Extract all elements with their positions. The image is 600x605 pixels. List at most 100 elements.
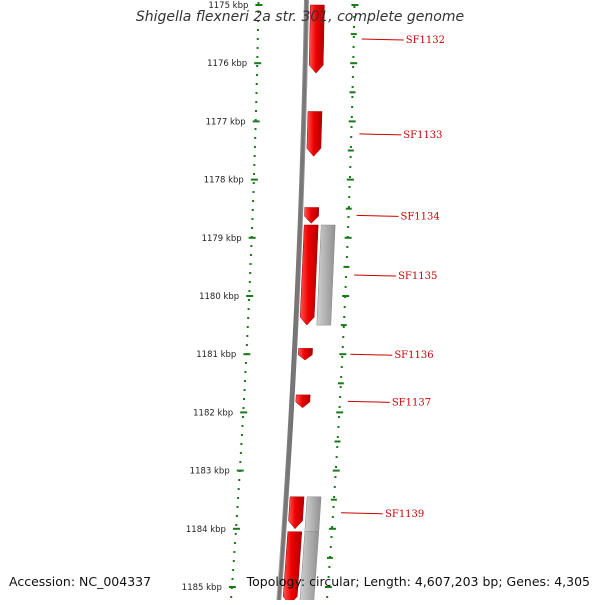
ruler-tick: [240, 411, 248, 414]
ruler-tick-label: 1181 kbp: [196, 350, 236, 360]
ruler-dot: [233, 551, 236, 553]
ruler-dot: [254, 137, 257, 139]
gene-feature[interactable]: [304, 207, 320, 224]
ruler-dot: [255, 110, 258, 112]
ruler-dot: [252, 182, 255, 184]
ruler-dot: [243, 389, 246, 391]
ruler-dot: [251, 209, 254, 211]
ruler-dot: [237, 497, 240, 499]
rna-feature[interactable]: [304, 496, 322, 532]
rna-feature[interactable]: [316, 224, 336, 326]
ruler-tick: [336, 411, 344, 414]
ruler-dot: [256, 56, 259, 58]
ruler-tick: [345, 207, 352, 210]
gene-label[interactable]: SF1139: [385, 509, 424, 520]
ruler-dot: [353, 26, 356, 28]
ruler-dot: [244, 362, 247, 364]
ruler-dot: [253, 173, 256, 175]
ruler-dot: [352, 66, 355, 68]
ruler-dot: [241, 416, 244, 418]
ruler-dot: [338, 406, 341, 408]
ruler-dot: [342, 326, 345, 328]
label-leader-line: [350, 353, 393, 356]
ruler-dot: [343, 316, 346, 318]
ruler-dot: [350, 126, 353, 128]
ruler-dot: [351, 86, 354, 88]
gene-feature[interactable]: [298, 348, 313, 361]
ruler-tick: [350, 33, 357, 36]
gene-label[interactable]: SF1135: [398, 271, 437, 282]
gene-feature[interactable]: [306, 111, 323, 157]
ruler-dot: [346, 246, 349, 248]
ruler-dot: [349, 166, 352, 168]
ruler-dot: [256, 65, 259, 67]
label-leader-line: [359, 133, 402, 136]
ruler-tick: [347, 149, 354, 152]
ruler-dot: [327, 576, 330, 578]
ruler-dot: [255, 92, 258, 94]
ruler-tick: [350, 62, 358, 65]
ruler-dot: [332, 506, 335, 508]
ruler-dot: [246, 326, 249, 328]
ruler-tick-label: 1182 kbp: [193, 408, 233, 418]
ruler-dot: [337, 426, 340, 428]
ruler-tick: [328, 527, 336, 530]
rna-feature[interactable]: [299, 531, 320, 605]
ruler-dot: [347, 206, 350, 208]
ruler-tick: [326, 556, 333, 559]
ruler-tick-label: 1184 kbp: [186, 525, 226, 535]
ruler-dot: [351, 96, 354, 98]
ruler-dot: [255, 83, 258, 85]
gene-feature[interactable]: [308, 4, 325, 74]
ruler-dot: [249, 254, 252, 256]
gene-label[interactable]: SF1136: [394, 350, 433, 361]
ruler-dot: [248, 299, 251, 301]
gene-feature[interactable]: [288, 496, 305, 530]
ruler-dot: [342, 336, 345, 338]
ruler-dot: [331, 516, 334, 518]
ruler: 1175 kbp 1176 kbp 1177 kbp 1178 kbp 1179 kbp…: [182, 1, 359, 598]
gene-label[interactable]: SF1133: [403, 130, 442, 141]
ruler-dot: [348, 186, 351, 188]
ruler-dot: [234, 542, 237, 544]
ruler-dot: [345, 256, 348, 258]
ruler-dot: [234, 533, 237, 535]
ruler-dot: [349, 156, 352, 158]
ruler-dot: [236, 506, 239, 508]
genome-title: Shigella flexneri 2a str. 301, complete …: [135, 9, 465, 25]
ruler-dot: [252, 200, 255, 202]
ruler-dot: [253, 164, 256, 166]
gene-feature[interactable]: [299, 224, 319, 326]
feature-track: [282, 4, 336, 605]
gene-feature[interactable]: [295, 394, 311, 409]
ruler-tick-label: 1180 kbp: [199, 292, 239, 302]
ruler-tick-label: 1176 kbp: [207, 59, 247, 69]
ruler-dot: [230, 596, 233, 598]
label-leader-line: [354, 274, 397, 277]
ruler-dot: [339, 386, 342, 388]
label-leader-line: [347, 400, 390, 403]
ruler-dot: [257, 11, 260, 13]
ruler-dot: [345, 276, 348, 278]
ruler-dot: [245, 344, 248, 346]
ruler-tick: [246, 295, 254, 297]
ruler-dot: [248, 281, 251, 283]
feature-labels: SF1132 SF1133 SF1134 SF1135 SF1136 SF1137 SF11…: [341, 35, 445, 520]
ruler-dot: [344, 286, 347, 288]
ruler-dot: [340, 376, 343, 378]
ruler-tick: [232, 527, 240, 530]
ruler-tick: [332, 469, 340, 472]
ruler-tick: [339, 353, 347, 356]
ruler-dot: [239, 452, 242, 454]
ruler-dot: [247, 317, 250, 319]
ruler-dot: [232, 569, 235, 571]
ruler-tick: [349, 91, 356, 94]
ruler-dot: [353, 16, 356, 18]
ruler-dot: [231, 578, 234, 580]
ruler-tick: [342, 295, 350, 297]
gene-label[interactable]: SF1134: [401, 211, 440, 222]
gene-label[interactable]: SF1137: [392, 397, 431, 408]
gene-feature[interactable]: [282, 531, 303, 605]
gene-label[interactable]: SF1132: [406, 35, 445, 46]
ruler-dot: [256, 47, 259, 49]
